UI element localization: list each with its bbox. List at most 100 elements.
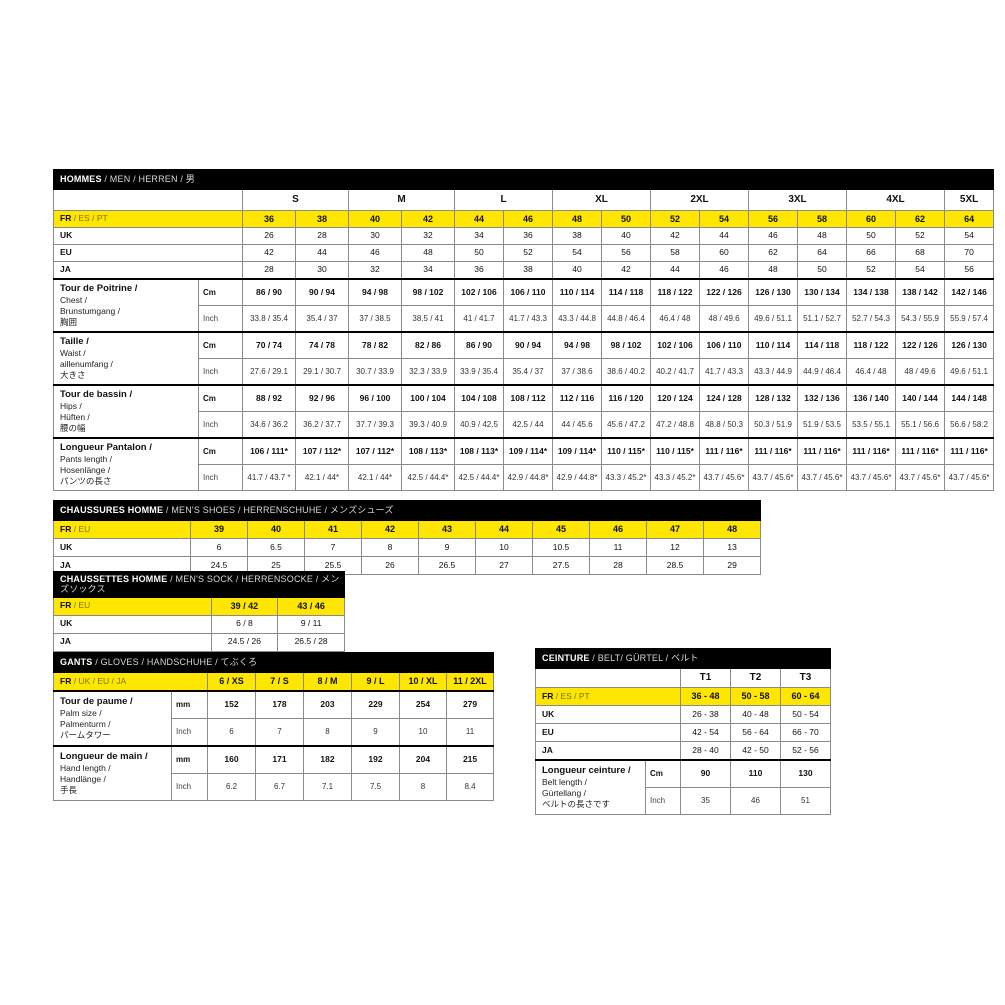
men-measurement-cell-inch: 50.3 / 51.9 (748, 411, 798, 439)
gloves-measurement-cell-mm: 182 (303, 745, 352, 774)
belt-cell: 26 - 38 (680, 705, 731, 724)
men-measurement-cell-inch: 37.7 / 39.3 (348, 411, 402, 439)
gloves-measurement-row-inch: Inch 6 7 8 9 10 11 (54, 718, 495, 747)
shoes-section-title-rest: / MEN'S SHOES / HERRENSCHUHE / メンズシューズ (163, 505, 394, 516)
socks-section-header: CHAUSSETTES HOMME / MEN'S SOCK / HERRENS… (53, 571, 345, 598)
men-measurement-cell-cm: 142 / 146 (943, 278, 995, 306)
men-cell: 30 (348, 227, 402, 245)
belt-row-ja: JA 28 - 40 42 - 50 52 - 56 (535, 741, 831, 761)
men-cell: 38 (295, 210, 349, 228)
men-row-fr: FR / ES / PT 36 38 40 42 44 46 48 50 52 54 56 58 60 62… (53, 210, 995, 228)
men-size-group-2xl: 2XL (650, 189, 749, 211)
socks-cell: 39 / 42 (210, 596, 279, 616)
belt-measurement-cell-inch: 51 (780, 787, 831, 815)
men-measurement-label: Taille / Waist / aillenumfang / 大きさ (53, 331, 199, 386)
men-cell: 48 (748, 261, 798, 280)
men-measurement-cell-inch: 32.3 / 33.9 (401, 358, 455, 386)
men-cell: 36 (454, 261, 504, 280)
belt-cell: 66 - 70 (780, 723, 831, 742)
men-measurement-cell-cm: 110 / 114 (748, 331, 798, 359)
men-measurement-cell-cm: 98 / 102 (601, 331, 651, 359)
gloves-measurement-cell-inch: 8 (399, 773, 447, 801)
men-measurement-row-cm: Longueur Pantalon / Pants length / Hosenlä… (53, 437, 995, 491)
men-measurement-cell-cm: 108 / 113* (454, 437, 504, 465)
shoes-cell: 7 (304, 538, 362, 557)
men-measurement-row-cm: Taille / Waist / aillenumfang / 大きさ Cm 70 / 7… (53, 331, 995, 386)
men-measurement-cell-inch: 43.7 / 45.6* (846, 464, 896, 491)
men-measurement-cell-inch: 43.3 / 44.8 (552, 305, 602, 333)
shoes-cell: 28 (589, 556, 647, 575)
men-measurement-cell-inch: 46.4 / 48 (846, 358, 896, 386)
men-cell: 62 (748, 244, 798, 262)
gloves-measurement-cell-mm: 279 (445, 690, 495, 719)
men-measurement-cell-cm: 114 / 118 (797, 331, 847, 359)
men-measurement-cell-cm: 102 / 106 (454, 278, 504, 306)
shoes-cell: 10.5 (532, 538, 590, 557)
gloves-measurement-cell-inch: 10 (399, 718, 447, 747)
belt-cell: 28 - 40 (680, 741, 731, 761)
men-cell: 60 (699, 244, 749, 262)
men-cell: 56 (943, 261, 995, 280)
belt-measurement-label: Longueur ceinture / Belt length / Gürtella… (535, 759, 646, 815)
belt-section-header: CEINTURE / BELT/ GÜRTEL / ベルト (535, 648, 831, 669)
men-measurement-cell-inch: 42.5 / 44.4* (454, 464, 504, 491)
men-cell: 70 (943, 244, 995, 262)
men-measurement-cell-cm: 128 / 132 (748, 384, 798, 412)
shoes-cell: 27 (475, 556, 533, 575)
men-measurement-cell-inch: 52.7 / 54.3 (846, 305, 896, 333)
men-measurement-cell-cm: 86 / 90 (454, 331, 504, 359)
gloves-measurement-row-mm: Longueur de main / Hand length / Handlänge… (53, 745, 495, 801)
gloves-measurements-body: Tour de paume / Palm size / Palmenturm / パー… (53, 690, 495, 801)
men-cell: 66 (846, 244, 896, 262)
men-measurement-cell-inch: 51.1 / 52.7 (797, 305, 847, 333)
gloves-unit-inch: Inch (171, 718, 208, 747)
men-measurement-cell-inch: 39.3 / 40.9 (401, 411, 455, 439)
belt-size-group-t1: T1 (680, 668, 731, 688)
gloves-row-label: FR / UK / EU / JA (53, 672, 208, 692)
men-cell: 40 (552, 261, 602, 280)
men-measurement-cell-inch: 44.9 / 46.4 (797, 358, 847, 386)
men-size-group-xl: XL (552, 189, 651, 211)
men-cell: 54 (552, 244, 602, 262)
gloves-size-cell: 9 / L (351, 672, 400, 692)
gloves-measurement-label: Tour de paume / Palm size / Palmenturm / パー… (53, 690, 172, 747)
men-measurement-cell-cm: 102 / 106 (650, 331, 700, 359)
men-cell: 64 (797, 244, 847, 262)
men-measurement-cell-cm: 100 / 104 (401, 384, 455, 412)
men-measurement-cell-cm: 96 / 100 (348, 384, 402, 412)
men-measurement-cell-cm: 111 / 116* (699, 437, 749, 465)
shoes-cell: 6 (190, 538, 248, 557)
men-measurement-cell-cm: 111 / 116* (846, 437, 896, 465)
men-row-uk: UK 26 28 30 32 34 36 38 40 42 44 46 48 50 52 54 (53, 227, 995, 245)
men-measurement-cell-cm: 107 / 112* (348, 437, 402, 465)
men-cell: 42 (401, 210, 455, 228)
men-measurement-cell-cm: 110 / 114 (552, 278, 602, 306)
gloves-measurement-cell-mm: 171 (255, 745, 304, 774)
men-measurement-cell-cm: 136 / 140 (846, 384, 896, 412)
gloves-measurement-row-mm: Tour de paume / Palm size / Palmenturm / パー… (53, 690, 495, 747)
belt-measurement-row-inch: Inch 35 46 51 (536, 787, 831, 815)
gloves-measurement-cell-inch: 7.5 (351, 773, 400, 801)
shoes-size-table-block: CHAUSSURES HOMME / MEN'S SHOES / HERRENS… (52, 500, 762, 575)
men-cell: 32 (401, 227, 455, 245)
men-measurement-cell-cm: 124 / 128 (699, 384, 749, 412)
men-cell: 34 (454, 227, 504, 245)
gloves-measurement-cell-inch: 6 (207, 718, 256, 747)
men-measurement-cell-cm: 118 / 122 (846, 331, 896, 359)
men-measurement-cell-inch: 33.8 / 35.4 (242, 305, 296, 333)
shoes-cell: 24.5 (190, 556, 248, 575)
men-measurement-cell-cm: 110 / 115* (601, 437, 651, 465)
men-measurement-cell-cm: 92 / 96 (295, 384, 349, 412)
belt-section-title-fr: CEINTURE (542, 653, 590, 664)
men-measurement-cell-inch: 35.4 / 37 (503, 358, 553, 386)
men-measurement-cell-inch: 48.8 / 50.3 (699, 411, 749, 439)
belt-cell: 56 - 64 (730, 723, 781, 742)
shoes-cell: 10 (475, 538, 533, 557)
socks-row-label: UK (53, 614, 212, 634)
men-measurement-cell-cm: 78 / 82 (348, 331, 402, 359)
men-measurement-cell-inch: 43.7 / 45.6* (943, 464, 995, 491)
men-section-title-rest: / MEN / HERREN / 男 (101, 174, 196, 185)
men-unit-inch: Inch (198, 358, 243, 386)
men-row-label: JA (53, 261, 243, 280)
socks-cell: 43 / 46 (277, 596, 345, 616)
